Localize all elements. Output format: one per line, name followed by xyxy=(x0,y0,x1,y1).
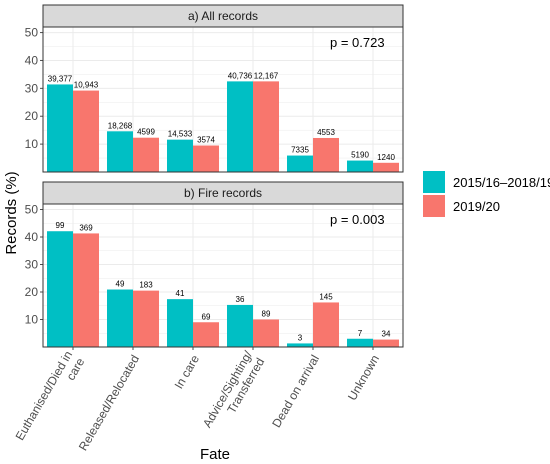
bar-baseline-2 xyxy=(107,289,133,347)
bar-data-label: 89 xyxy=(262,310,271,319)
y-tick-label: 30 xyxy=(25,81,39,95)
x-tick-label-line: Unknown xyxy=(345,353,382,403)
plot-background xyxy=(43,27,403,172)
bar-data-label: 7335 xyxy=(291,146,309,155)
bar-data-label: 10,943 xyxy=(74,81,99,90)
y-tick-label: 20 xyxy=(25,109,39,123)
y-tick-label: 40 xyxy=(25,230,39,244)
x-tick-label: Euthanised/Died incare xyxy=(13,348,88,450)
bar-data-label: 40,736 xyxy=(228,71,253,80)
legend-key-1 xyxy=(423,171,445,193)
y-axis-title: Records (%) xyxy=(3,171,20,254)
bar-fire-season-5 xyxy=(313,137,339,172)
y-tick-label: 10 xyxy=(25,137,39,151)
bar-data-label: 99 xyxy=(56,221,65,230)
bar-baseline-4 xyxy=(227,304,253,347)
p-value-annotation: p = 0.723 xyxy=(330,35,385,50)
bar-data-label: 7 xyxy=(358,329,363,338)
facet-strip xyxy=(42,4,404,28)
bar-fire-season-3 xyxy=(193,145,219,172)
bar-fire-season-5 xyxy=(313,302,339,347)
legend-key-2 xyxy=(423,195,445,217)
legend: 2015/16–2018/19 2019/20 xyxy=(423,171,550,217)
facet-title: b) Fire records xyxy=(184,186,262,200)
bar-baseline-2 xyxy=(107,131,133,172)
bar-data-label: 41 xyxy=(176,289,185,298)
bar-data-label: 49 xyxy=(116,280,125,289)
bar-data-label: 14,533 xyxy=(168,130,193,139)
bar-data-label: 4599 xyxy=(137,128,155,137)
x-tick-label: Advice/Sighting/Transferred xyxy=(200,348,268,437)
plot-background xyxy=(43,204,403,347)
bar-data-label: 4553 xyxy=(317,128,335,137)
facet-strip xyxy=(42,181,404,205)
bar-data-label: 39,377 xyxy=(48,74,73,83)
p-value-annotation: p = 0.003 xyxy=(330,212,385,227)
bar-fire-season-6 xyxy=(373,162,399,172)
x-tick-label: Unknown xyxy=(345,353,382,403)
bar-baseline-1 xyxy=(47,231,73,347)
bar-data-label: 3574 xyxy=(197,136,215,145)
x-tick-labels: Euthanised/Died incareReleased/Relocated… xyxy=(13,347,382,453)
bar-fire-season-4 xyxy=(253,319,279,347)
bar-baseline-3 xyxy=(167,299,193,347)
bar-fire-season-1 xyxy=(73,90,99,172)
legend-label: 2019/20 xyxy=(453,199,500,214)
bar-baseline-1 xyxy=(47,84,73,172)
x-tick-label-line: Released/Relocated xyxy=(76,353,142,454)
bar-data-label: 5190 xyxy=(351,151,369,160)
x-tick-label: Dead on arrival xyxy=(269,353,322,430)
bar-baseline-5 xyxy=(287,343,313,347)
x-tick-label: In care xyxy=(172,352,203,391)
y-tick-label: 50 xyxy=(25,203,39,217)
bar-fire-season-2 xyxy=(133,137,159,172)
bar-data-label: 369 xyxy=(79,223,93,232)
bar-data-label: 183 xyxy=(139,281,153,290)
bar-data-label: 3 xyxy=(298,333,303,342)
y-tick-label: 30 xyxy=(25,258,39,272)
x-tick-label-line: Euthanised/Died in xyxy=(13,349,75,443)
x-tick-label-line: In care xyxy=(172,352,203,391)
bar-fire-season-2 xyxy=(133,290,159,347)
bar-data-label: 69 xyxy=(202,312,211,321)
legend-label: 2015/16–2018/19 xyxy=(453,175,550,190)
bar-fire-season-1 xyxy=(73,233,99,347)
y-tick-label: 40 xyxy=(25,53,39,67)
chart-panels: 39,377 18,268 14,533 40,736 7335 5190 10,943 45… xyxy=(25,4,404,348)
bar-fire-season-4 xyxy=(253,81,279,172)
bar-baseline-6 xyxy=(347,338,373,347)
bar-data-label: 145 xyxy=(319,292,333,301)
x-axis-title: Fate xyxy=(200,446,230,463)
y-tick-label: 10 xyxy=(25,313,39,327)
bar-data-label: 36 xyxy=(236,295,245,304)
bar-baseline-4 xyxy=(227,81,253,172)
bar-baseline-3 xyxy=(167,139,193,172)
bar-data-label: 1240 xyxy=(377,153,395,162)
bar-baseline-6 xyxy=(347,160,373,172)
x-tick-label: Released/Relocated xyxy=(76,353,142,454)
panel-2: 99 49 41 36 3 7 369 183 69 89 145 34 10 20 30 40 50 b) Fi… xyxy=(25,181,404,348)
facet-title: a) All records xyxy=(188,9,258,23)
bar-fire-season-6 xyxy=(373,339,399,347)
bar-baseline-5 xyxy=(287,155,313,172)
y-tick-label: 50 xyxy=(25,26,39,40)
bar-data-label: 18,268 xyxy=(108,121,133,130)
bar-data-label: 12,167 xyxy=(254,71,279,80)
x-tick-label-line: Dead on arrival xyxy=(269,353,322,430)
y-tick-label: 20 xyxy=(25,285,39,299)
bar-data-label: 34 xyxy=(382,330,391,339)
panel-1: 39,377 18,268 14,533 40,736 7335 5190 10,943 45… xyxy=(25,4,404,173)
bar-fire-season-3 xyxy=(193,322,219,347)
